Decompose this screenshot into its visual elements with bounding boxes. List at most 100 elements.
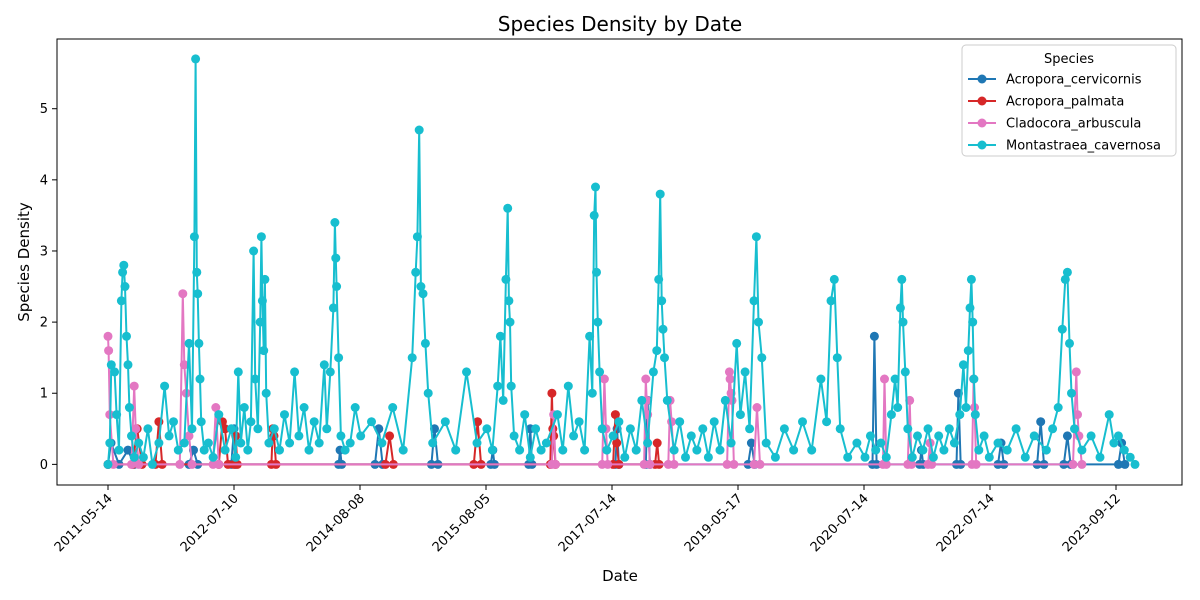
x-tick-label: 2019-05-17 <box>682 491 746 555</box>
y-axis-title: Species Density <box>15 202 33 322</box>
data-point <box>832 353 842 363</box>
data-point <box>558 445 568 455</box>
data-point <box>876 438 886 448</box>
data-point <box>585 331 595 341</box>
data-point <box>1062 267 1072 277</box>
data-point <box>231 452 241 462</box>
data-point <box>420 338 430 348</box>
data-point <box>637 395 647 405</box>
data-point <box>127 459 136 469</box>
data-point <box>729 459 739 469</box>
data-point <box>246 417 256 427</box>
data-point <box>675 417 685 427</box>
data-point <box>816 374 826 384</box>
data-point <box>890 374 900 384</box>
data-point <box>173 445 183 455</box>
data-point <box>334 353 344 363</box>
data-point <box>120 282 130 291</box>
data-point <box>903 424 913 434</box>
data-point <box>698 424 708 434</box>
data-point <box>416 282 426 291</box>
data-point <box>724 367 734 377</box>
data-point <box>196 417 206 427</box>
data-point <box>116 296 126 306</box>
data-point <box>131 424 141 434</box>
data-point <box>285 438 295 448</box>
data-point <box>829 274 839 284</box>
data-point <box>103 331 113 341</box>
data-point <box>934 431 944 441</box>
data-point <box>134 459 144 469</box>
data-point <box>974 445 984 455</box>
data-point <box>757 353 767 363</box>
data-point <box>722 459 732 469</box>
data-point <box>501 274 511 284</box>
data-point <box>779 424 789 434</box>
data-point <box>388 403 398 412</box>
x-tick-label: 2017-07-14 <box>556 491 620 555</box>
x-tick-label: 2020-07-14 <box>808 491 872 555</box>
data-point <box>880 374 889 384</box>
x-tick-label: 2014-08-08 <box>304 491 368 555</box>
x-axis-title: Date <box>602 567 638 585</box>
data-point <box>331 253 341 263</box>
data-point <box>720 395 730 405</box>
data-point <box>377 438 387 448</box>
data-point <box>226 424 236 434</box>
data-point <box>669 445 679 455</box>
data-point <box>104 346 114 356</box>
data-point <box>612 438 622 448</box>
data-point <box>648 367 658 377</box>
data-point <box>1130 459 1140 469</box>
data-point <box>740 367 750 377</box>
data-point <box>614 417 624 427</box>
data-point <box>103 459 113 469</box>
data-point <box>939 445 949 455</box>
data-point <box>119 260 129 270</box>
data-point <box>610 410 620 420</box>
data-point <box>1060 274 1070 284</box>
legend-label: Acropora_palmata <box>1006 95 1124 110</box>
data-point <box>261 388 271 398</box>
legend-label: Cladocora_arbuscula <box>1006 117 1141 132</box>
data-point <box>860 452 870 462</box>
data-point <box>735 410 745 420</box>
data-point <box>164 431 174 441</box>
data-point <box>657 296 667 306</box>
data-point <box>608 431 618 441</box>
data-point <box>798 417 807 427</box>
data-point <box>835 424 845 434</box>
data-point <box>122 331 131 341</box>
legend-item: Acropora_palmata <box>968 95 1124 110</box>
data-point <box>515 445 525 455</box>
data-point <box>603 459 613 469</box>
data-point <box>574 417 584 427</box>
data-point <box>732 338 742 348</box>
data-point <box>1125 452 1135 462</box>
data-point <box>220 445 230 455</box>
data-point <box>1020 452 1030 462</box>
data-point <box>411 267 421 277</box>
data-point <box>505 317 515 327</box>
data-point <box>473 417 483 427</box>
legend-title: Species <box>1044 52 1094 67</box>
data-point <box>340 445 350 455</box>
data-point <box>865 431 875 441</box>
data-point <box>124 403 134 412</box>
data-point <box>597 424 607 434</box>
y-tick-label: 5 <box>40 102 48 117</box>
data-point <box>963 346 973 356</box>
data-point <box>852 438 862 448</box>
data-point <box>984 452 994 462</box>
data-point <box>503 203 513 213</box>
data-point <box>966 274 976 284</box>
data-point <box>299 403 309 412</box>
data-point <box>129 381 139 391</box>
data-point <box>189 232 199 242</box>
data-point <box>509 431 519 441</box>
data-point <box>652 346 662 356</box>
chart-title: Species Density by Date <box>498 12 742 36</box>
data-point <box>269 424 279 434</box>
data-point <box>280 410 289 420</box>
data-point <box>979 431 989 441</box>
